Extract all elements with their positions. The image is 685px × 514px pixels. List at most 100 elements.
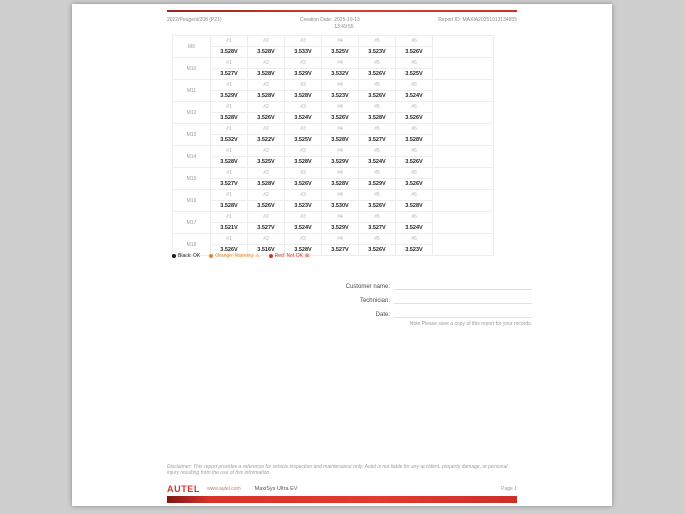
cell-index-header: #4 (321, 101, 359, 113)
cell-index-header: #5 (358, 189, 396, 201)
cell-index-header: #3 (284, 101, 322, 113)
cell-index-header: #6 (395, 211, 433, 223)
report-header: 2022/Peugeot/208 (P21) Creation Date: 20… (167, 14, 517, 30)
module-row: M13 #1 #2 #3 #4 #5 #6 (172, 123, 494, 146)
cell-index-header: #1 (210, 211, 248, 223)
cell-index-header: #3 (284, 79, 322, 91)
orange-dot-icon (209, 254, 214, 258)
cell-voltage-value: 3.528V (247, 68, 285, 80)
cell-index-header: #5 (358, 167, 396, 179)
empty-cell (432, 57, 494, 80)
cell-voltage-value: 3.526V (358, 68, 396, 80)
empty-cell (432, 211, 494, 234)
cell-voltage-value: 3.528V (284, 90, 322, 102)
header-accent-line (167, 10, 517, 12)
cell-voltage-value: 3.528V (210, 46, 248, 58)
legend-item-red: Red: Not OK ⊠ (268, 252, 310, 259)
cell-voltage-value: 3.526V (321, 112, 359, 124)
cell-index-header: #6 (395, 233, 433, 245)
cell-voltage-value: 3.526V (358, 90, 396, 102)
not-ok-icon: ⊠ (304, 252, 310, 259)
empty-cell (432, 189, 494, 212)
module-values-row: 3.528V 3.525V 3.528V 3.529V 3.524V 3.526V (173, 156, 494, 168)
cell-voltage-value: 3.524V (284, 112, 322, 124)
cell-index-header: #2 (247, 189, 285, 201)
status-legend: Black: OK Orange: Warning ⚠ Red: Not OK … (172, 253, 494, 259)
cell-voltage-value: 3.529V (321, 222, 359, 234)
cell-index-header: #2 (247, 123, 285, 135)
customer-name-label: Customer name: (345, 284, 390, 290)
report-id-block: Report ID: MAXIA20251013134955 (438, 14, 517, 23)
empty-cell (432, 167, 494, 190)
autel-website-link: www.autel.com (207, 486, 241, 492)
cell-index-header: #4 (321, 35, 359, 47)
cell-index-header: #4 (321, 123, 359, 135)
customer-name-blank-line (394, 281, 532, 290)
cell-voltage-value: 3.528V (247, 178, 285, 190)
module-values-row: 3.527V 3.528V 3.529V 3.532V 3.526V 3.525V (173, 68, 494, 80)
cell-voltage-value: 3.528V (247, 90, 285, 102)
empty-cell (432, 123, 494, 146)
cell-voltage-value: 3.526V (395, 156, 433, 168)
cell-index-header: #6 (395, 189, 433, 201)
cell-voltage-value: 3.524V (284, 222, 322, 234)
module-row: M11 #1 #2 #3 #4 #5 #6 (172, 79, 494, 102)
page-number: Page 1 (501, 486, 517, 492)
cell-index-header: #2 (247, 79, 285, 91)
cell-index-header: #5 (358, 211, 396, 223)
cell-voltage-value: 3.523V (321, 90, 359, 102)
black-dot-icon (172, 254, 176, 258)
cell-voltage-value: 3.524V (358, 156, 396, 168)
empty-cell (432, 233, 494, 256)
report-footer: AUTEL www.autel.com MaxiSys Ultra EV Pag… (167, 483, 517, 495)
module-label: M14 (172, 145, 211, 168)
cell-voltage-value: 3.527V (358, 134, 396, 146)
date-blank-line (394, 309, 532, 318)
empty-cell (432, 79, 494, 102)
cell-index-header: #2 (247, 233, 285, 245)
legend-label: Orange: Warning (215, 253, 254, 259)
cell-voltage-value: 3.529V (358, 178, 396, 190)
cell-voltage-value: 3.523V (284, 200, 322, 212)
cell-voltage-value: 3.526V (247, 112, 285, 124)
cell-index-header: #4 (321, 57, 359, 69)
cell-voltage-value: 3.526V (395, 112, 433, 124)
cell-voltage-value: 3.525V (395, 68, 433, 80)
cell-voltage-value: 3.529V (210, 90, 248, 102)
module-row: M17 #1 #2 #3 #4 #5 #6 (172, 211, 494, 234)
cell-index-header: #3 (284, 189, 322, 201)
cell-voltage-value: 3.524V (395, 90, 433, 102)
cell-index-header: #5 (358, 145, 396, 157)
cell-voltage-value: 3.528V (210, 200, 248, 212)
cell-voltage-value: 3.527V (358, 222, 396, 234)
cell-index-header: #1 (210, 189, 248, 201)
creation-date-label: Creation Date: (299, 17, 333, 23)
module-values-row: 3.527V 3.528V 3.526V 3.528V 3.529V 3.526V (173, 178, 494, 190)
legend-label: Red: Not OK (274, 253, 303, 259)
module-row: M10 #1 #2 #3 #4 #5 #6 (172, 57, 494, 80)
cell-voltage-value: 3.527V (321, 244, 359, 256)
cell-voltage-value: 3.528V (395, 200, 433, 212)
cell-index-header: #1 (210, 57, 248, 69)
records-note: Note:Please save a copy of this report f… (409, 321, 532, 327)
cell-voltage-value: 3.529V (321, 156, 359, 168)
module-row: M12 #1 #2 #3 #4 #5 #6 (172, 101, 494, 124)
cell-index-header: #5 (358, 35, 396, 47)
module-label: M15 (172, 167, 211, 190)
cell-voltage-value: 3.528V (210, 112, 248, 124)
product-name: MaxiSys Ultra EV (254, 486, 298, 492)
cell-index-header: #1 (210, 123, 248, 135)
cell-voltage-value: 3.521V (210, 222, 248, 234)
cell-index-header: #5 (358, 79, 396, 91)
cell-voltage-value: 3.528V (321, 178, 359, 190)
cell-voltage-value: 3.525V (321, 46, 359, 58)
empty-cell (432, 145, 494, 168)
module-label: M17 (172, 211, 211, 234)
cell-index-header: #6 (395, 167, 433, 179)
cell-voltage-value: 3.532V (321, 68, 359, 80)
cell-voltage-value: 3.533V (284, 46, 322, 58)
technician-row: Technician: (167, 292, 532, 304)
cell-index-header: #3 (284, 35, 322, 47)
cell-voltage-value: 3.527V (210, 178, 248, 190)
cell-index-header: #2 (247, 57, 285, 69)
